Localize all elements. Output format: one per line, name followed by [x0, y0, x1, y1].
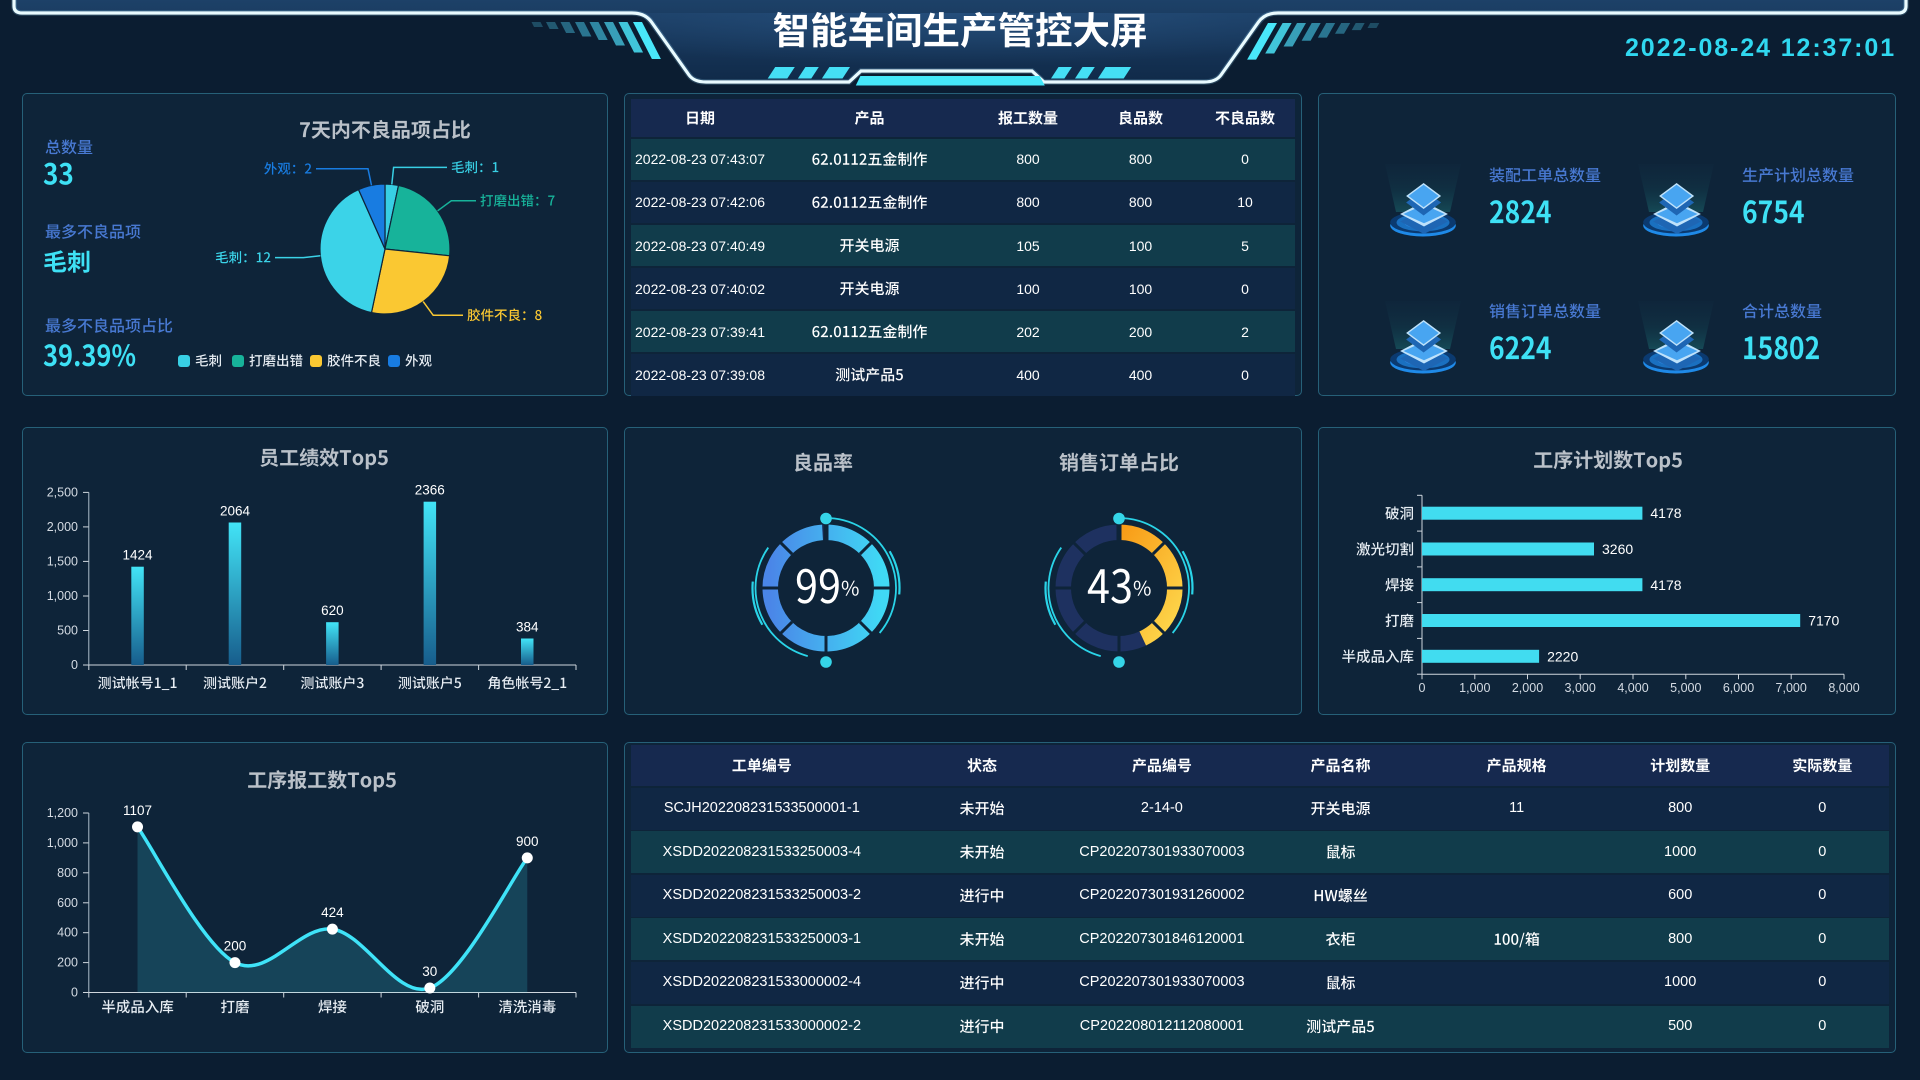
svg-text:0: 0 [71, 658, 78, 672]
svg-text:1,500: 1,500 [47, 554, 78, 568]
svg-text:2064: 2064 [220, 504, 251, 519]
svg-text:1107: 1107 [123, 803, 152, 818]
svg-text:1,000: 1,000 [1459, 681, 1490, 695]
svg-text:0: 0 [1419, 681, 1426, 695]
svg-text:4,000: 4,000 [1617, 681, 1648, 695]
svg-text:200: 200 [224, 939, 247, 954]
svg-text:200: 200 [57, 956, 78, 970]
svg-text:5,000: 5,000 [1670, 681, 1701, 695]
svg-text:2220: 2220 [1547, 648, 1578, 664]
svg-text:7,000: 7,000 [1776, 681, 1807, 695]
svg-text:8,000: 8,000 [1828, 681, 1859, 695]
svg-text:1,000: 1,000 [47, 836, 78, 850]
svg-text:3260: 3260 [1602, 541, 1633, 557]
svg-text:1424: 1424 [122, 548, 153, 563]
svg-text:1,000: 1,000 [47, 589, 78, 603]
svg-text:4178: 4178 [1650, 577, 1681, 593]
svg-text:384: 384 [516, 620, 539, 635]
svg-text:6,000: 6,000 [1723, 681, 1754, 695]
svg-text:600: 600 [57, 896, 78, 910]
svg-text:3,000: 3,000 [1565, 681, 1596, 695]
svg-text:4178: 4178 [1650, 505, 1681, 521]
svg-text:620: 620 [321, 603, 344, 618]
svg-text:0: 0 [71, 986, 78, 1000]
svg-text:2,500: 2,500 [47, 485, 78, 499]
svg-text:800: 800 [57, 866, 78, 880]
svg-text:7170: 7170 [1808, 613, 1839, 629]
svg-text:500: 500 [57, 624, 78, 638]
svg-text:400: 400 [57, 926, 78, 940]
svg-text:2366: 2366 [415, 483, 445, 498]
svg-text:2,000: 2,000 [1512, 681, 1543, 695]
svg-text:900: 900 [516, 834, 539, 849]
svg-text:1,200: 1,200 [47, 806, 78, 820]
svg-text:424: 424 [321, 905, 344, 920]
svg-text:30: 30 [422, 964, 437, 979]
svg-text:2,000: 2,000 [47, 520, 78, 534]
